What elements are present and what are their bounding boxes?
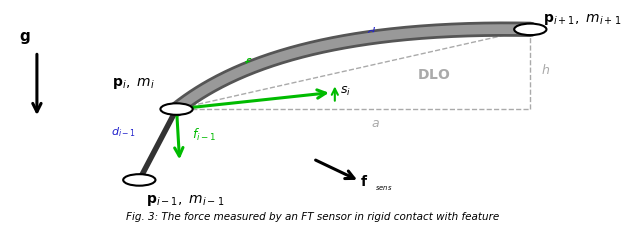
- Text: $\mathbf{DLO}$: $\mathbf{DLO}$: [417, 68, 451, 82]
- Text: $\mathbf{f}$: $\mathbf{f}$: [360, 174, 368, 189]
- Text: $\mathbf{p}_{i-1},\ m_{i-1}$: $\mathbf{p}_{i-1},\ m_{i-1}$: [145, 193, 224, 208]
- Text: $\mathbf{p}_{i+1},\ m_{i+1}$: $\mathbf{p}_{i+1},\ m_{i+1}$: [543, 12, 621, 27]
- Text: $\mathbf{p}_i,\ m_i$: $\mathbf{p}_i,\ m_i$: [112, 76, 155, 91]
- Text: $d_{i-1}$: $d_{i-1}$: [111, 126, 136, 139]
- Text: $_{sens}$: $_{sens}$: [375, 183, 393, 193]
- Text: $a$: $a$: [371, 117, 380, 130]
- Text: $s_i$: $s_i$: [340, 85, 351, 98]
- Text: $\mathbf{g}$: $\mathbf{g}$: [19, 30, 30, 46]
- Text: $f_{i-1}$: $f_{i-1}$: [192, 127, 216, 143]
- Circle shape: [123, 174, 156, 186]
- Text: Fig. 3: The force measured by an FT sensor in rigid contact with feature: Fig. 3: The force measured by an FT sens…: [127, 212, 500, 222]
- Text: $f_i$: $f_i$: [243, 56, 253, 75]
- Circle shape: [514, 24, 547, 35]
- Circle shape: [161, 103, 193, 115]
- Text: $d_i$: $d_i$: [366, 26, 378, 42]
- Text: $h$: $h$: [541, 63, 550, 77]
